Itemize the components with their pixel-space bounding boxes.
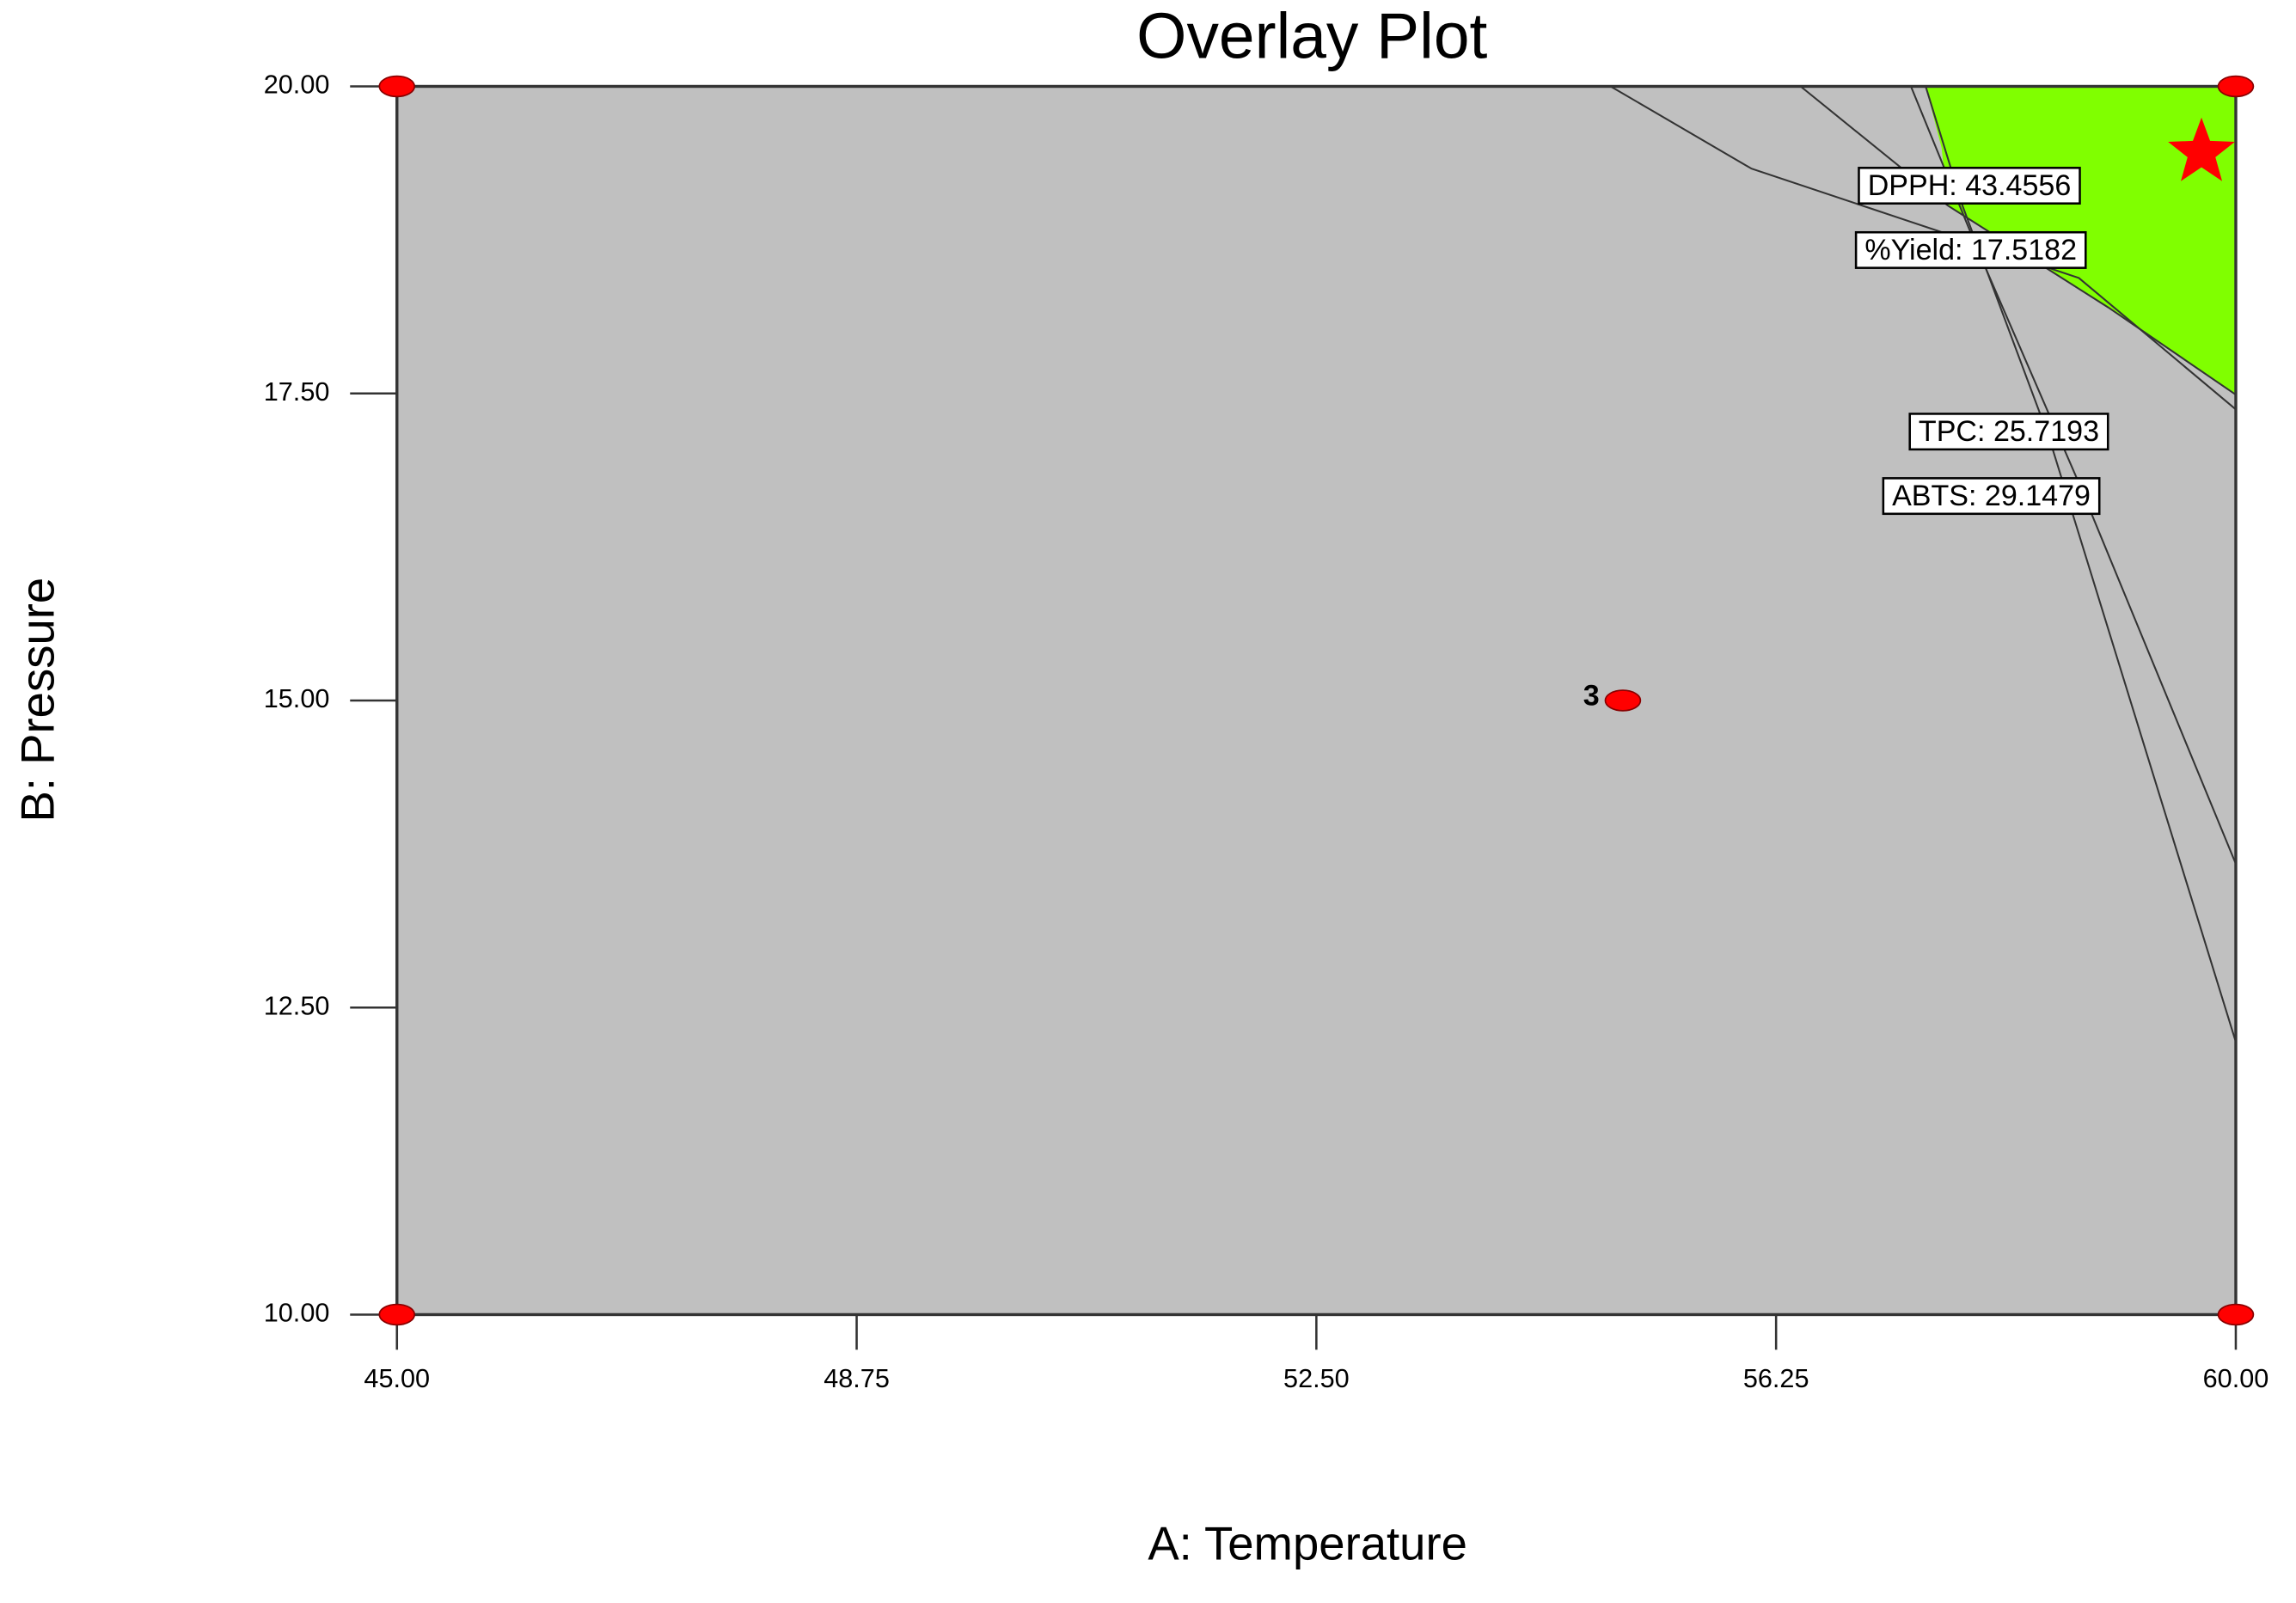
design-point xyxy=(2217,1303,2255,1326)
design-point xyxy=(378,75,416,98)
chart-title: Overlay Plot xyxy=(1136,0,1487,71)
design-point xyxy=(378,1303,416,1326)
contour-label: ABTS: 29.1479 xyxy=(1882,477,2101,516)
contour-label-text: DPPH: 43.4556 xyxy=(1868,169,2072,202)
contour-label-box xyxy=(1908,413,2109,451)
contour-label: TPC: 25.7193 xyxy=(1908,413,2109,451)
contour-line xyxy=(1925,86,2237,1043)
contour-label: %Yield: 17.5182 xyxy=(1854,230,2087,269)
contour-line xyxy=(1610,85,2237,411)
contour-label-box xyxy=(1854,230,2087,269)
y-tick-label: 17.50 xyxy=(264,377,330,407)
plot-background xyxy=(396,86,2236,1315)
design-point xyxy=(1604,689,1642,712)
y-tick-label: 15.00 xyxy=(264,684,330,713)
y-axis-label: B: Pressure xyxy=(11,578,64,823)
y-tick-label: 12.50 xyxy=(264,991,330,1020)
design-point xyxy=(2217,75,2255,98)
contour-label-text: TPC: 25.7193 xyxy=(1919,415,2099,448)
x-tick-label: 45.00 xyxy=(364,1364,430,1393)
y-tick-label: 20.00 xyxy=(264,70,330,100)
contour-label-box xyxy=(1882,477,2101,516)
x-tick-label: 60.00 xyxy=(2203,1364,2269,1393)
contour-label: DPPH: 43.4556 xyxy=(1858,167,2081,205)
contour-label-text: ABTS: 29.1479 xyxy=(1892,480,2091,512)
x-tick-label: 48.75 xyxy=(823,1364,890,1393)
x-tick-label: 56.25 xyxy=(1743,1364,1809,1393)
contour-label-text: %Yield: 17.5182 xyxy=(1864,234,2077,266)
contour-label-box xyxy=(1858,167,2081,205)
x-axis-label: A: Temperature xyxy=(1148,1518,1467,1570)
design-point-label: 3 xyxy=(1583,680,1600,713)
optimum-star xyxy=(2168,117,2235,181)
y-tick-label: 10.00 xyxy=(264,1299,330,1328)
x-tick-label: 52.50 xyxy=(1283,1364,1350,1393)
